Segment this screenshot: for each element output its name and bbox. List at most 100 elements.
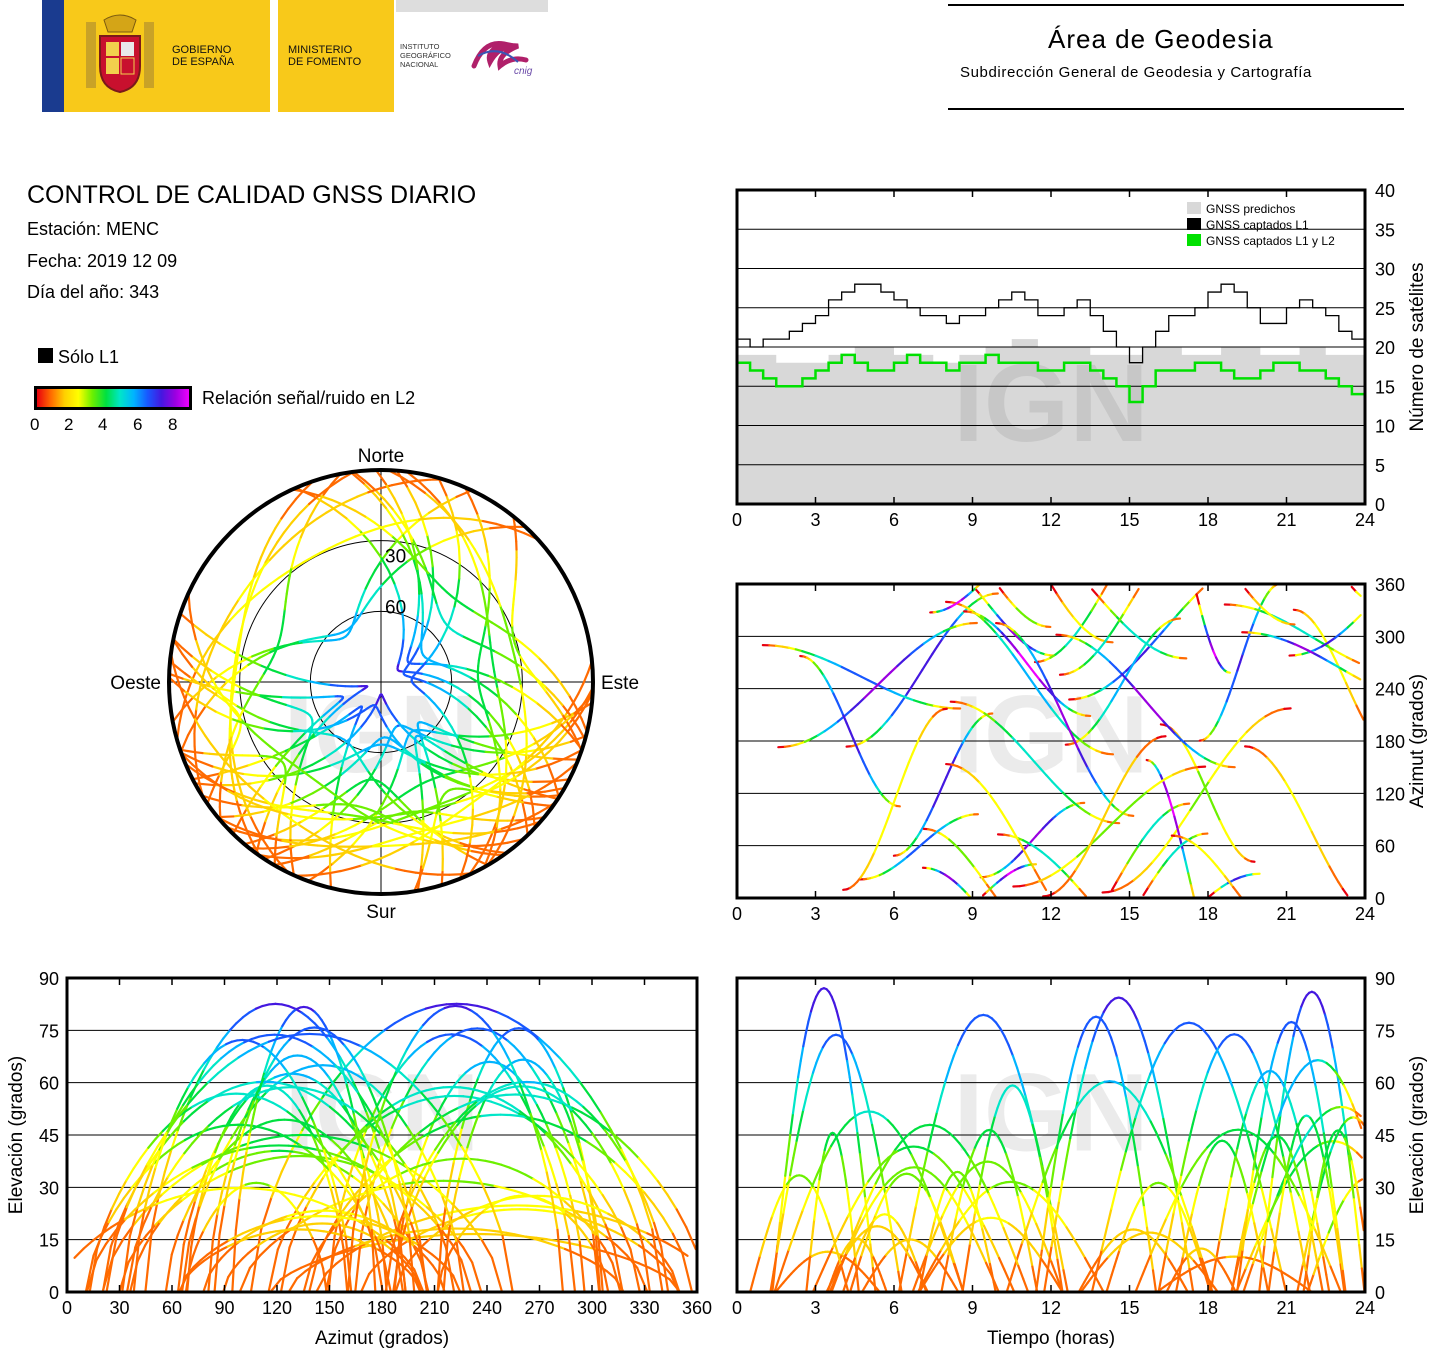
satellite-track [681,1252,694,1294]
gobierno-logo-block [64,0,270,112]
satellite-track [122,1186,133,1200]
satellite-track [458,1160,465,1179]
satellite-track [493,1199,504,1204]
satellite-track [620,1226,632,1251]
satellite-track [408,1233,416,1294]
satellite-track [352,712,361,719]
satellite-track [1194,764,1200,773]
satellite-track [209,1163,219,1181]
satellite-track [388,1229,399,1235]
satellite-track [192,1068,201,1080]
satellite-track [351,1246,364,1251]
satellite-track [330,498,345,507]
satellite-track [160,1148,171,1158]
satellite-track [433,829,445,834]
satellite-track [263,835,275,840]
satellite-track [594,1233,602,1294]
satellite-track [327,1216,339,1235]
satellite-track [401,532,410,548]
satellite-track [1103,602,1113,612]
satellite-track [293,1193,306,1199]
satellite-track [497,799,502,815]
satellite-track [437,755,453,765]
satellite-track [1290,624,1300,630]
satellite-track [628,1225,638,1234]
satellite-track [435,638,443,649]
satellite-track [1076,849,1085,858]
satellite-track [543,794,562,798]
satellite-track [1209,799,1216,809]
satellite-track [397,844,408,852]
satellite-track [1189,799,1198,812]
satellite-track [932,704,942,709]
satellite-track [338,1037,352,1043]
satellite-track [543,1146,552,1166]
satellite-track [316,725,330,731]
satellite-track [296,766,306,774]
series-l1l2-line [737,353,1367,404]
satellite-track [441,1193,454,1205]
satellite-track [327,722,340,728]
satellite-track [247,832,255,846]
satellite-track [491,663,496,673]
satellite-track [507,630,512,642]
satellite-track [880,720,889,729]
satellite-track [235,1041,246,1048]
satellite-track [611,1261,622,1294]
ring-label-60: 60 [385,597,406,618]
satellite-track [558,1098,568,1107]
satellite-track [330,1200,343,1208]
satellite-track [307,636,318,641]
satellite-track [472,817,483,821]
satellite-track [348,1050,356,1061]
satellite-track [448,692,460,702]
satellite-track [576,1134,588,1143]
satellite-track [202,1056,212,1071]
satellite-track [455,528,461,549]
satellite-track [537,1118,550,1125]
satellite-track [873,843,879,854]
satellite-track [624,1160,634,1176]
satellite-track [810,734,820,740]
satellite-track [1170,805,1176,818]
satellite-track [400,607,405,621]
satellite-track [198,700,217,713]
satellite-track [236,663,250,675]
satellite-track [316,854,329,859]
satellite-track [364,528,377,534]
satellite-track [397,559,410,570]
satellite-track [451,814,461,818]
satellite-track [182,1219,191,1246]
satellite-track [1102,655,1112,664]
satellite-track [454,665,467,670]
satellite-track [354,1165,363,1177]
satellite-track [486,687,499,697]
satellite-track [290,1138,301,1146]
satellite-track [263,1059,270,1074]
satellite-track [422,1179,435,1183]
satellite-track [208,1251,217,1258]
satellite-track [860,675,870,682]
satellite-track [502,802,513,808]
satellite-track [395,1064,404,1075]
satellite-track [461,748,468,764]
satellite-track [1059,867,1069,877]
satellite-track [227,1045,238,1054]
satellite-track [272,1081,283,1085]
satellite-track [421,1058,430,1070]
satellite-track [459,1071,467,1079]
satellite-track [838,1020,844,1035]
satellite-track [488,790,509,795]
satellite-track [490,1100,502,1107]
satellite-track [499,1103,511,1111]
satellite-track [397,594,403,610]
satellite-track [426,573,432,584]
satellite-track [444,716,453,729]
satellite-track [394,1247,407,1259]
satellite-track [935,790,941,801]
satellite-track [524,1058,534,1070]
satellite-track [133,1199,146,1211]
satellite-track [504,771,522,776]
satellite-track [385,1098,395,1109]
satellite-track [203,734,213,745]
